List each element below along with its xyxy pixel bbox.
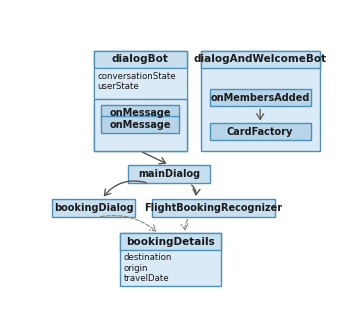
Text: destination
origin
travelDate: destination origin travelDate — [124, 254, 172, 283]
Text: onMessage: onMessage — [109, 120, 171, 130]
Bar — [94, 68, 187, 99]
Bar — [153, 199, 275, 217]
Text: dialogAndWelcomeBot: dialogAndWelcomeBot — [194, 54, 327, 64]
Text: conversationState
userState: conversationState userState — [98, 72, 176, 91]
Bar — [101, 116, 179, 133]
Bar — [52, 199, 135, 217]
Bar — [101, 105, 179, 122]
Bar — [94, 99, 187, 151]
Bar — [210, 90, 310, 106]
Bar — [128, 165, 210, 183]
Text: FlightBookingRecognizer: FlightBookingRecognizer — [145, 203, 283, 213]
Text: onMembersAdded: onMembersAdded — [210, 93, 310, 103]
Text: bookingDialog: bookingDialog — [54, 203, 133, 213]
Text: bookingDetails: bookingDetails — [126, 237, 215, 247]
Bar — [94, 51, 187, 151]
Bar — [120, 234, 221, 250]
Text: CardFactory: CardFactory — [227, 127, 293, 137]
Bar — [201, 51, 320, 151]
Text: dialogBot: dialogBot — [112, 54, 169, 64]
Bar — [94, 51, 187, 68]
Text: mainDialog: mainDialog — [138, 169, 200, 179]
Bar — [201, 51, 320, 68]
Text: onMessage: onMessage — [109, 108, 171, 118]
Bar — [120, 234, 221, 286]
Bar — [210, 123, 310, 140]
